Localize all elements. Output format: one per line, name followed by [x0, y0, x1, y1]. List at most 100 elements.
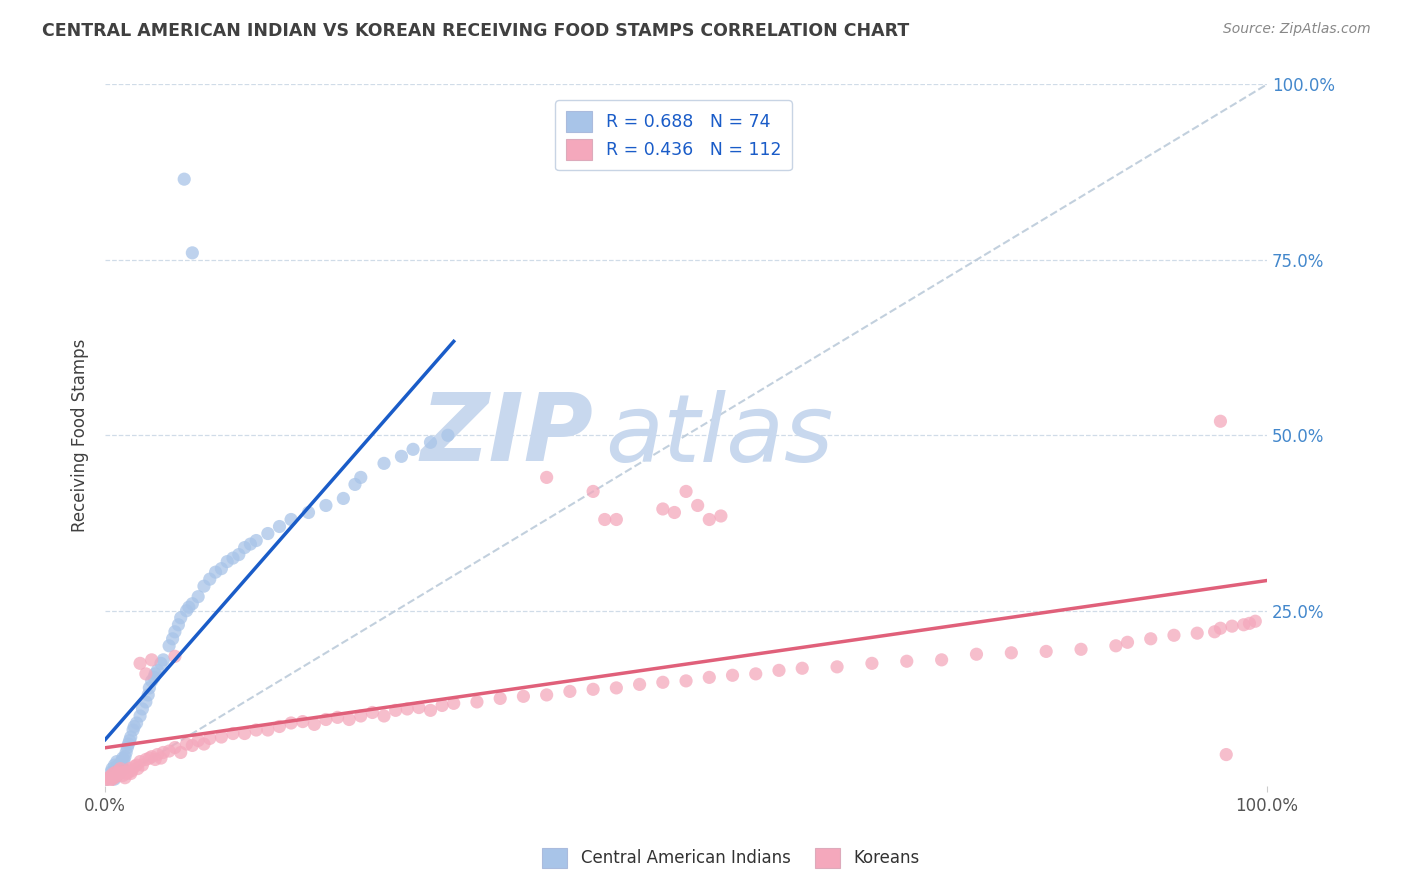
- Point: [931, 653, 953, 667]
- Point: [257, 526, 280, 541]
- Point: [233, 541, 256, 555]
- Point: [1233, 617, 1256, 632]
- Point: [176, 737, 198, 751]
- Point: [697, 670, 720, 684]
- Point: [361, 706, 384, 720]
- Point: [122, 759, 145, 773]
- Point: [187, 590, 209, 604]
- Point: [437, 428, 460, 442]
- Point: [825, 660, 848, 674]
- Point: [112, 765, 135, 780]
- Point: [97, 771, 120, 785]
- Point: [675, 484, 697, 499]
- Point: [127, 762, 149, 776]
- Point: [107, 762, 129, 776]
- Point: [135, 666, 157, 681]
- Point: [135, 752, 157, 766]
- Point: [419, 435, 441, 450]
- Point: [152, 746, 174, 760]
- Point: [149, 751, 172, 765]
- Point: [209, 730, 232, 744]
- Point: [651, 502, 673, 516]
- Point: [860, 657, 883, 671]
- Point: [512, 690, 534, 704]
- Point: [686, 499, 709, 513]
- Point: [280, 716, 302, 731]
- Point: [396, 702, 419, 716]
- Point: [170, 611, 193, 625]
- Point: [103, 772, 125, 786]
- Point: [112, 752, 135, 766]
- Text: CENTRAL AMERICAN INDIAN VS KOREAN RECEIVING FOOD STAMPS CORRELATION CHART: CENTRAL AMERICAN INDIAN VS KOREAN RECEIV…: [42, 22, 910, 40]
- Point: [332, 491, 354, 506]
- Point: [108, 758, 131, 772]
- Point: [675, 673, 697, 688]
- Point: [96, 772, 118, 786]
- Point: [163, 624, 186, 639]
- Point: [143, 666, 166, 681]
- Point: [605, 512, 627, 526]
- Point: [291, 714, 314, 729]
- Point: [373, 456, 395, 470]
- Point: [430, 698, 453, 713]
- Point: [105, 769, 128, 783]
- Point: [138, 751, 160, 765]
- Point: [162, 632, 184, 646]
- Point: [304, 717, 326, 731]
- Point: [107, 766, 129, 780]
- Point: [605, 681, 627, 695]
- Point: [1163, 628, 1185, 642]
- Point: [152, 653, 174, 667]
- Point: [257, 723, 280, 737]
- Point: [337, 713, 360, 727]
- Point: [141, 673, 163, 688]
- Y-axis label: Receiving Food Stamps: Receiving Food Stamps: [72, 339, 89, 532]
- Point: [1204, 624, 1226, 639]
- Point: [1220, 619, 1243, 633]
- Point: [103, 771, 125, 785]
- Point: [443, 697, 465, 711]
- Point: [326, 710, 349, 724]
- Point: [373, 709, 395, 723]
- Point: [1244, 614, 1267, 628]
- Point: [121, 764, 143, 778]
- Point: [222, 551, 245, 566]
- Point: [101, 772, 124, 786]
- Point: [745, 666, 768, 681]
- Point: [163, 740, 186, 755]
- Point: [103, 766, 125, 780]
- Point: [269, 719, 291, 733]
- Point: [100, 765, 122, 780]
- Point: [110, 755, 132, 769]
- Point: [143, 752, 166, 766]
- Point: [489, 691, 512, 706]
- Point: [384, 703, 406, 717]
- Point: [193, 579, 215, 593]
- Point: [114, 771, 136, 785]
- Point: [120, 766, 142, 780]
- Point: [108, 766, 131, 780]
- Point: [131, 702, 153, 716]
- Point: [129, 709, 152, 723]
- Point: [111, 762, 134, 776]
- Point: [1209, 414, 1232, 428]
- Legend: Central American Indians, Koreans: Central American Indians, Koreans: [536, 841, 927, 875]
- Point: [105, 759, 128, 773]
- Point: [697, 512, 720, 526]
- Point: [536, 688, 558, 702]
- Point: [173, 172, 195, 186]
- Point: [181, 245, 204, 260]
- Point: [1116, 635, 1139, 649]
- Point: [315, 499, 337, 513]
- Point: [233, 726, 256, 740]
- Point: [269, 519, 291, 533]
- Point: [710, 508, 733, 523]
- Point: [146, 664, 169, 678]
- Point: [209, 561, 232, 575]
- Point: [118, 762, 141, 776]
- Point: [141, 653, 163, 667]
- Point: [176, 604, 198, 618]
- Point: [181, 739, 204, 753]
- Point: [104, 765, 127, 780]
- Text: Source: ZipAtlas.com: Source: ZipAtlas.com: [1223, 22, 1371, 37]
